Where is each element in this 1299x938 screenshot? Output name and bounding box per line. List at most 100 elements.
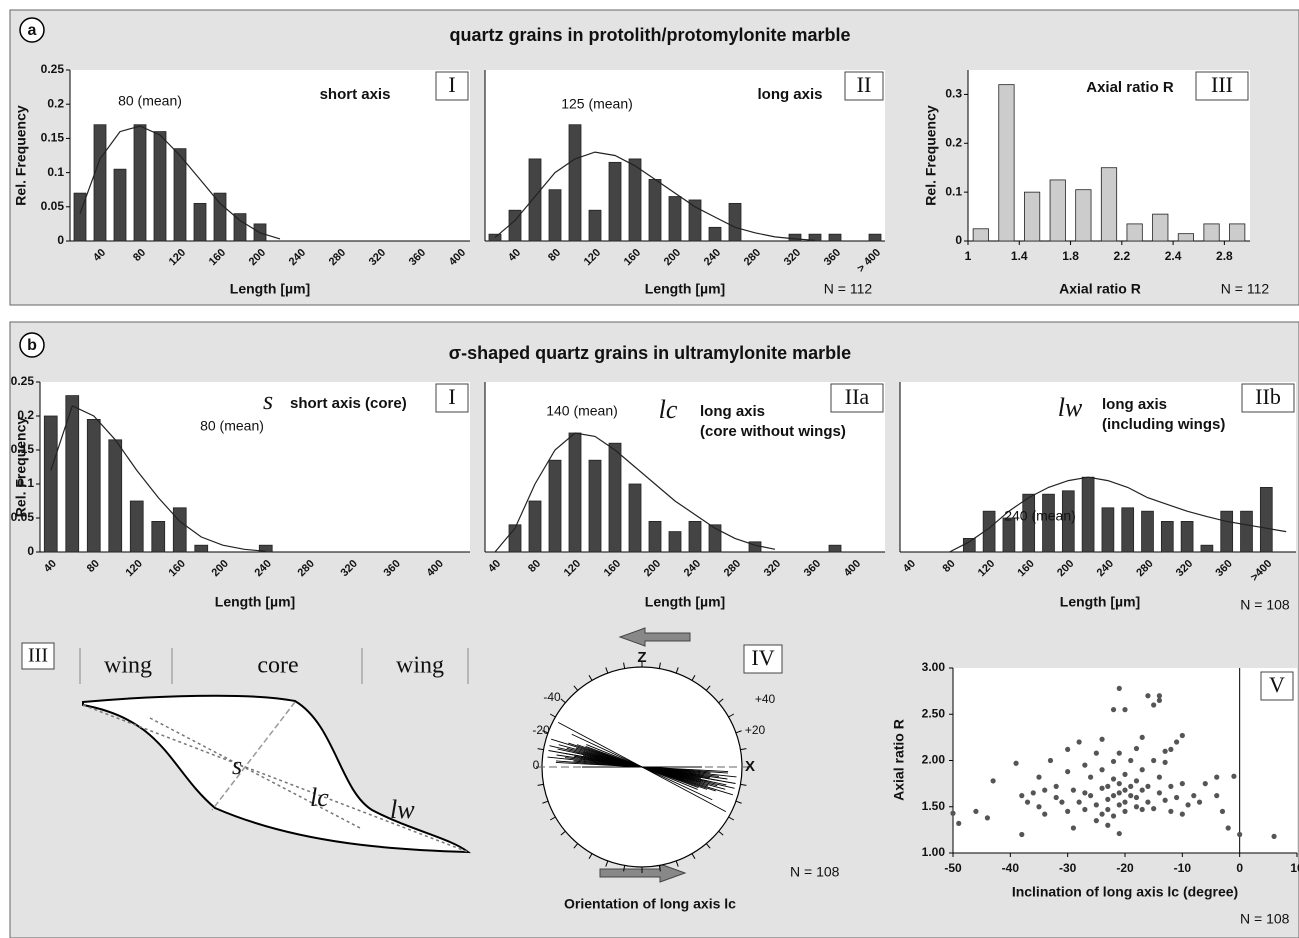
point	[1133, 794, 1140, 801]
angle-label: +20	[745, 723, 766, 737]
bar	[1126, 223, 1143, 242]
point	[1110, 813, 1117, 819]
rose-tick	[735, 800, 742, 804]
rose-tick	[605, 860, 609, 867]
point	[1053, 794, 1059, 801]
point	[1116, 802, 1122, 808]
grain-outline	[82, 694, 472, 854]
roman-box	[1260, 671, 1294, 701]
bar	[93, 124, 107, 242]
axis-name: Axial ratio R	[1086, 79, 1174, 96]
angle-label: +40	[755, 692, 776, 706]
bar	[648, 521, 662, 553]
y-tick-label: 1.00	[922, 845, 946, 859]
roman-label: I	[448, 72, 455, 97]
point	[1156, 697, 1162, 703]
bar	[828, 233, 842, 242]
point	[1162, 759, 1168, 765]
axis-name: (including wings)	[1102, 416, 1225, 433]
point	[1116, 781, 1122, 787]
rose-tick	[691, 853, 696, 860]
bar	[153, 131, 167, 242]
bar	[548, 459, 562, 553]
point	[1082, 762, 1088, 768]
y-tick-label: 0.1	[945, 184, 962, 198]
rose-tick	[705, 843, 711, 849]
fit-curve	[79, 125, 281, 240]
point	[1053, 783, 1059, 790]
roman-label: IIa	[845, 384, 870, 409]
rose-tick	[588, 853, 593, 860]
fit-curve	[494, 432, 776, 553]
point	[1076, 799, 1082, 805]
bar	[193, 202, 207, 242]
angle-label: -20	[532, 723, 550, 737]
point	[1145, 799, 1151, 805]
point	[1168, 783, 1174, 790]
y-tick-label: 0.15	[41, 131, 65, 145]
symbol-label: s	[232, 751, 242, 780]
bar	[1220, 510, 1234, 553]
point	[1174, 794, 1180, 801]
bar	[788, 233, 802, 242]
bar	[828, 544, 842, 553]
x-tick-label: -40	[1002, 861, 1020, 875]
bar	[668, 531, 682, 553]
rose-tick	[542, 730, 549, 734]
rose-tick	[537, 783, 544, 786]
symbol-label: lw	[390, 795, 415, 824]
bar	[1259, 486, 1273, 553]
y-tick-label: 2.50	[922, 706, 946, 720]
x-tick-label: 1.8	[1062, 249, 1079, 263]
point	[1099, 811, 1105, 817]
y-axis-title: Rel. Frequency	[923, 105, 939, 206]
bar	[65, 395, 80, 553]
point	[1179, 781, 1185, 787]
bar	[608, 161, 622, 242]
bar	[1081, 476, 1095, 553]
point	[1133, 745, 1140, 752]
bar	[233, 213, 247, 242]
bar	[628, 483, 642, 553]
bar	[43, 415, 58, 553]
x-tick-label: 2.2	[1113, 249, 1130, 263]
y-tick-label: 1.50	[922, 799, 946, 813]
rose-tick	[658, 662, 661, 669]
point	[1070, 787, 1076, 793]
point	[1191, 793, 1197, 799]
plot-area	[900, 382, 1296, 552]
axis-name: long axis	[700, 403, 765, 420]
point	[1059, 799, 1065, 805]
point	[1196, 799, 1203, 805]
y-tick-label: 0.1	[47, 165, 64, 179]
point	[1225, 825, 1231, 831]
bar	[151, 521, 166, 553]
n-label: N = 108	[790, 864, 840, 880]
bar	[608, 442, 622, 553]
bar	[1100, 167, 1118, 242]
y-tick-label: 0.25	[41, 62, 65, 76]
panel-letter: a	[28, 22, 37, 39]
bar	[628, 158, 642, 242]
point	[1122, 808, 1128, 814]
x-tick-label: 2.8	[1216, 249, 1233, 263]
bar	[548, 189, 562, 242]
point	[1122, 799, 1128, 805]
roman-box	[435, 71, 469, 101]
bar	[1160, 521, 1174, 553]
point	[1093, 818, 1099, 824]
axis-name: long axis	[757, 86, 822, 103]
plot-area	[953, 668, 1297, 853]
rose-tick	[588, 674, 593, 681]
rose-tick	[573, 843, 579, 849]
x-axis-title: Length [µm]	[645, 594, 725, 610]
point	[973, 808, 979, 814]
x-tick-label: -10	[1174, 861, 1192, 875]
bar	[1141, 510, 1154, 553]
x-axis-title: Inclination of long axis lc (degree)	[1012, 884, 1238, 900]
point	[1013, 760, 1019, 766]
s-axis	[211, 701, 296, 811]
bar	[1200, 544, 1214, 553]
point	[1128, 757, 1134, 764]
bar	[528, 158, 542, 242]
